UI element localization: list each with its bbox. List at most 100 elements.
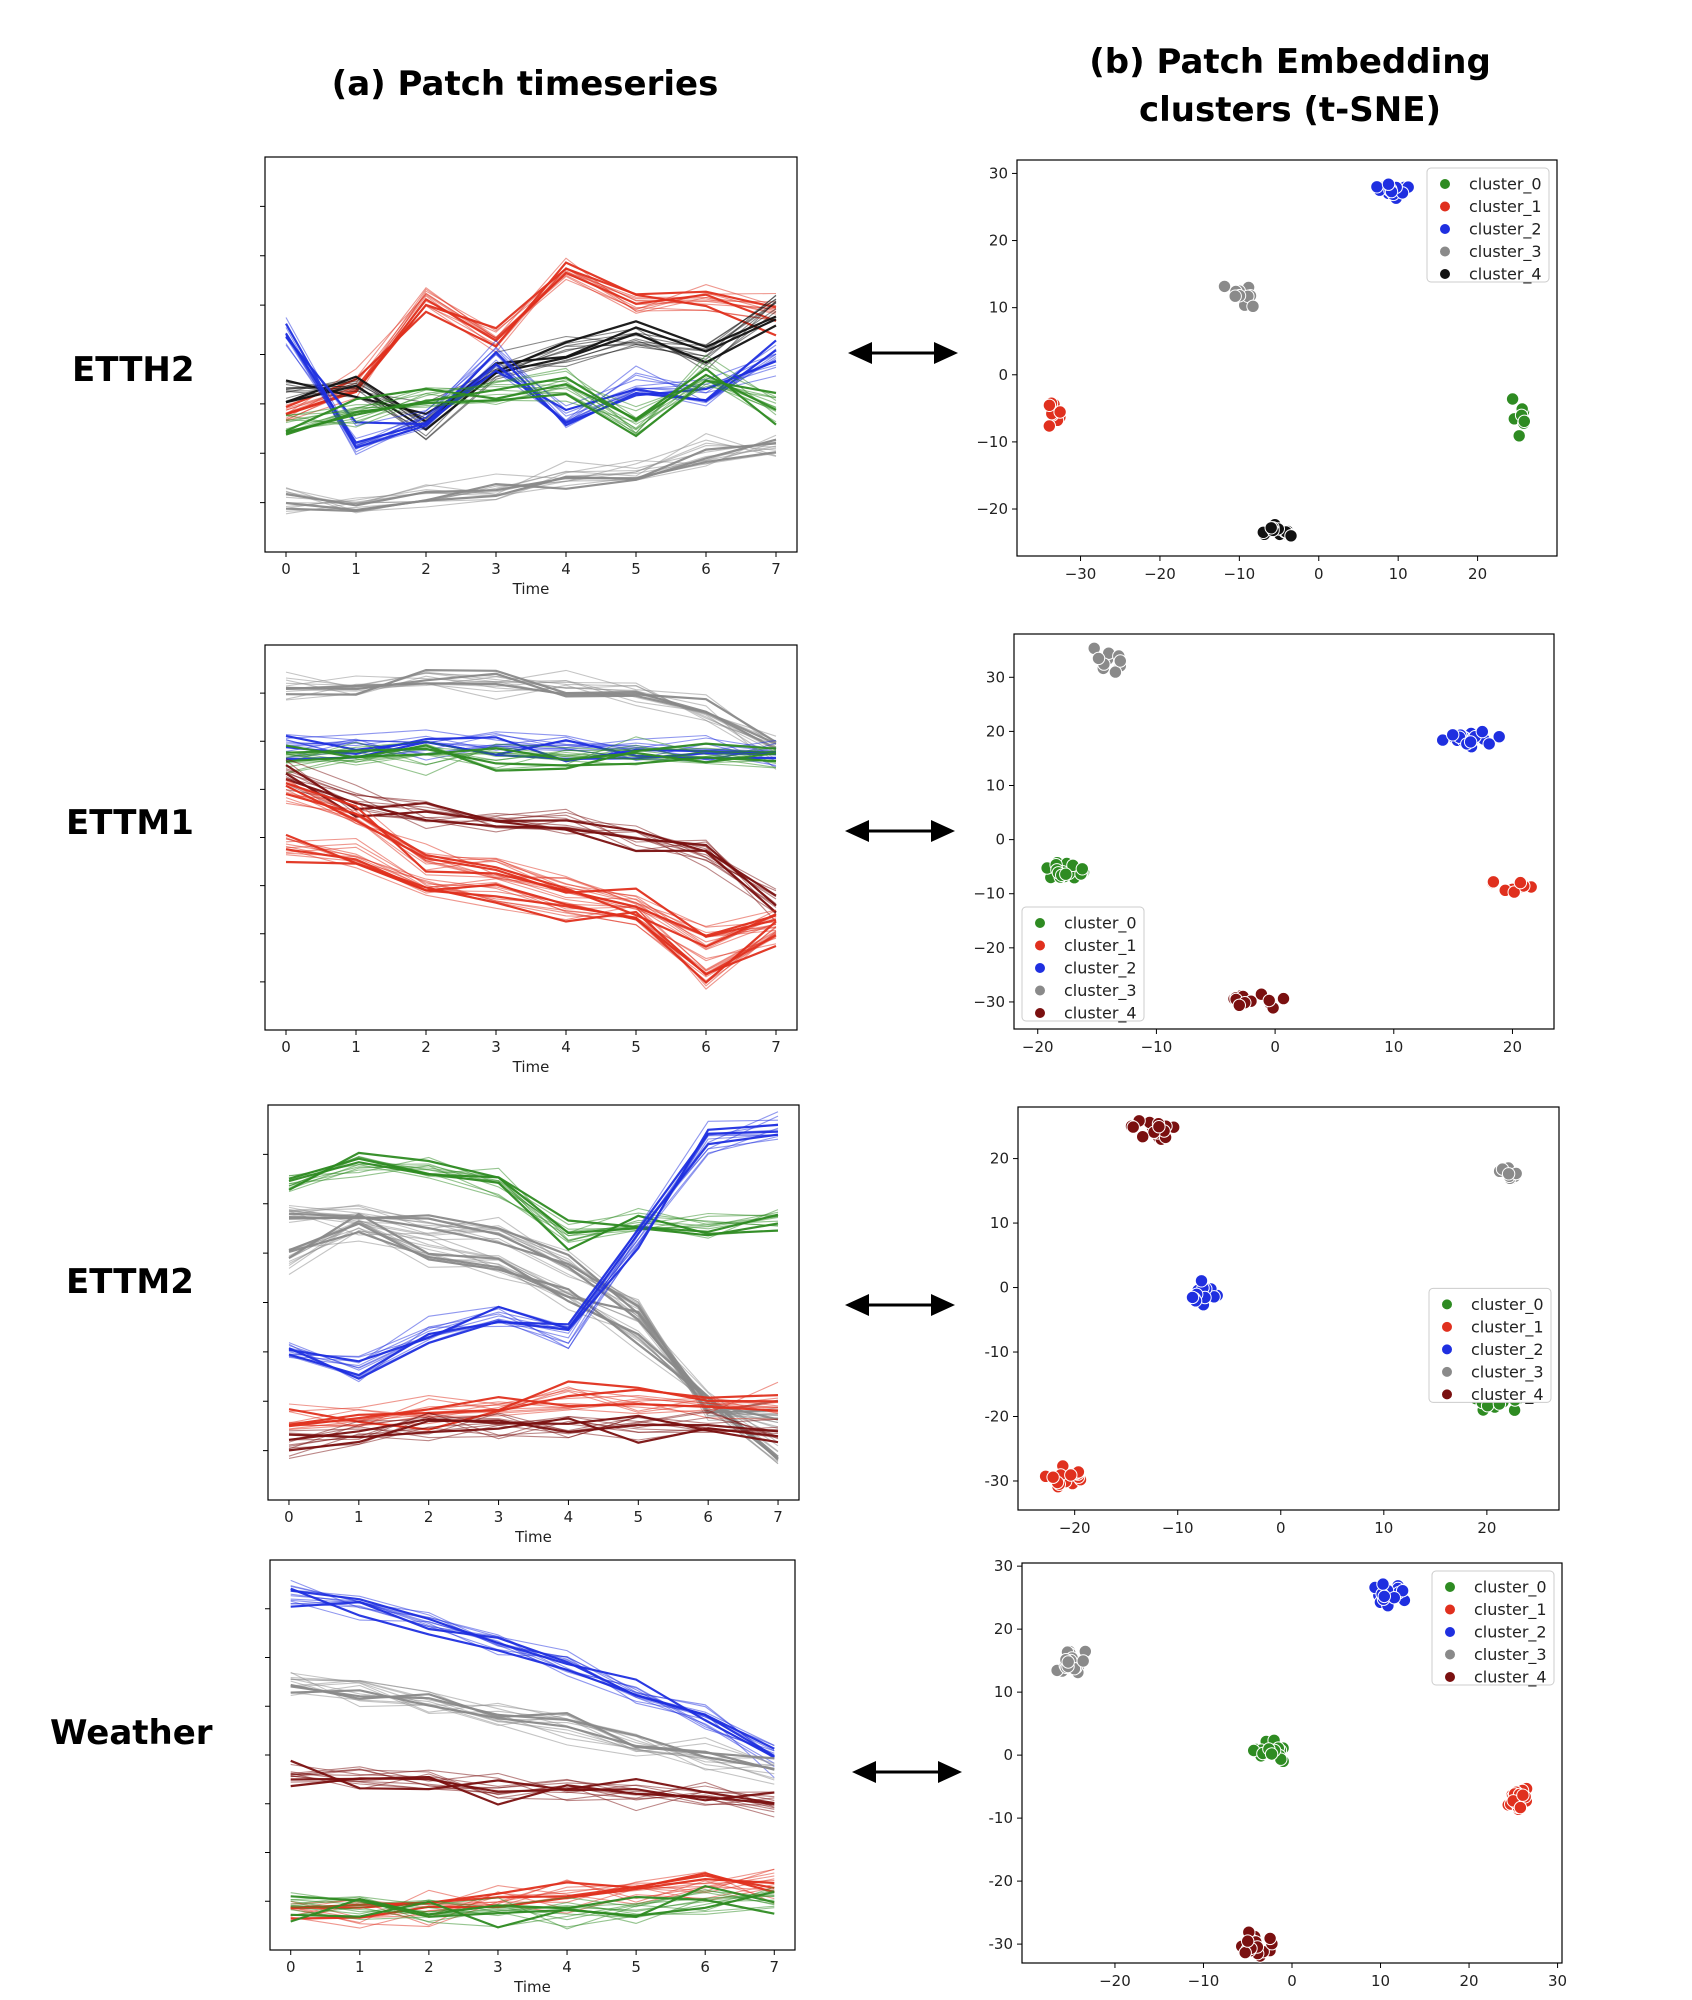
series-line [285,274,777,422]
scatter-point [1232,998,1247,1012]
series-cluster_1 [288,1380,779,1431]
series-line [285,298,777,432]
x-tick-label: −20 [1099,1972,1131,1990]
series-cluster_0 [285,736,777,776]
series-line [285,744,777,768]
y-tick-label: −10 [973,885,1005,903]
series-line [285,672,777,753]
x-tick-label: −20 [1144,565,1176,583]
x-tick-label: 5 [631,1958,641,1976]
series-line [288,1397,779,1424]
x-tick-label: 2 [424,1508,434,1526]
series-line [288,1133,779,1367]
legend-marker [1034,962,1046,974]
y-tick-label: −30 [973,993,1005,1011]
series-line [290,1894,775,1924]
series-cluster_4 [285,294,777,441]
scatter-point [1241,1934,1255,1948]
arrow-head-left [852,1761,876,1783]
scatter-point [1194,1274,1209,1288]
scatter-point [1377,1589,1392,1604]
scatter-point [1505,392,1520,406]
legend-marker [1441,1320,1453,1333]
series-line [288,1119,779,1369]
x-tick-label: 3 [493,1958,503,1976]
scatter-point [1381,177,1396,191]
x-tick-label: −10 [1224,565,1256,583]
cluster-cluster_2 [1185,1274,1224,1312]
scatter-point [1108,665,1123,679]
series-line [288,1127,779,1369]
cluster-cluster_0 [1505,392,1532,443]
scatter-point [1501,1167,1516,1181]
y-tick-label: 20 [989,232,1008,250]
plot-frame [269,1559,796,1951]
scatter-point [1091,651,1106,666]
series-cluster_2 [288,1111,779,1383]
series-line [290,1766,775,1808]
y-tick-label: -30 [985,1472,1010,1490]
series-line [285,729,777,768]
row-label-ettm1: ETTM1 [66,803,194,843]
embedding-panel-0: −30 −20 −10 0 10 20 30 20 10 0 −10 −20 cluster_0clus… [976,159,1558,583]
series-line [285,747,777,764]
x-tick-label: 5 [631,1038,641,1056]
cluster-cluster_1 [1501,1781,1534,1817]
x-tick-label: 3 [491,1038,501,1056]
series-line [285,267,777,414]
cluster-cluster_3 [1050,1644,1093,1680]
cluster-cluster_0 [1247,1733,1290,1769]
series-line [285,758,777,907]
x-tick-label: 6 [703,1508,713,1526]
series-line [288,1386,779,1419]
scatter-point [1246,299,1260,313]
series-line [288,1134,779,1364]
legend-marker [1441,1365,1453,1378]
series-line [285,354,777,434]
legend-label: cluster_0 [1471,1295,1544,1315]
legend-label: cluster_2 [1474,1623,1547,1643]
series-line [288,1134,779,1358]
series-cluster_1b [285,833,777,990]
series-line [288,1219,779,1465]
cluster-cluster_4 [1256,518,1298,543]
scatter-point [1217,279,1232,294]
series-line [290,1769,775,1818]
x-tick-label: 2 [424,1958,434,1976]
series-line [285,682,777,746]
arrow-head-right [931,820,955,842]
y-tick-label: −20 [973,939,1005,957]
x-tick-label: 3 [491,560,501,578]
cluster-cluster_3 [1087,641,1128,679]
timeseries-panel-3: 0 1 2 3 4 5 6 7 Time [265,1559,796,1996]
series-line [290,1890,775,1913]
series-line [285,379,777,424]
series-line [285,300,777,437]
x-axis-label: Time [514,1528,552,1546]
series-line [285,837,777,984]
series-line [285,442,777,508]
legend-marker [1439,268,1451,280]
legend-label: cluster_2 [1064,959,1137,979]
y-tick-label: 10 [989,299,1008,317]
legend-marker [1439,223,1451,235]
series-line [285,854,777,982]
series-line [285,671,777,760]
legend-label: cluster_3 [1471,1362,1544,1382]
scatter-point [1059,867,1073,881]
scatter-point [1064,1468,1078,1482]
correspondence-arrow [852,1761,962,1783]
legend-label: cluster_1 [1471,1317,1544,1337]
scatter-point [1046,1470,1060,1484]
series-cluster_3 [285,668,777,770]
legend-box [1021,906,1145,1022]
arrow-head-right [938,1761,962,1783]
cluster-cluster_1 [1038,1459,1088,1494]
cluster-cluster_2 [1368,1577,1412,1613]
series-line [285,445,777,509]
series-line [285,794,777,934]
scatter-point [1262,993,1276,1008]
series-line [285,675,777,770]
embedding-panel-3: −20 −10 0 10 20 30 30 20 10 0 -10 -20 -30 cluster_0cl… [989,1557,1568,1990]
y-tick-label: -30 [989,1935,1014,1953]
